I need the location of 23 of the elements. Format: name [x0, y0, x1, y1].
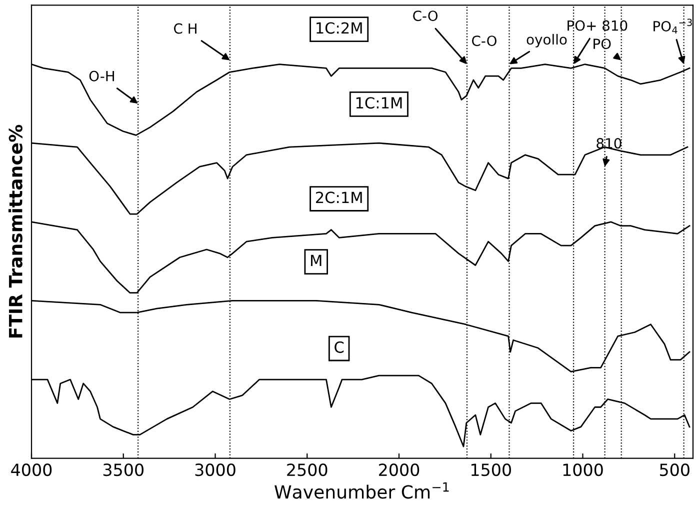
- annotation: PO+ 810: [568, 20, 628, 31]
- x-tick-label: 1000: [563, 464, 603, 476]
- annotation: C-O: [413, 10, 438, 22]
- annotation: PO: [594, 38, 611, 50]
- x-tick-label: 3500: [103, 464, 144, 476]
- x-tick-label: 3000: [195, 464, 236, 476]
- x-tick-label: 2000: [379, 464, 420, 476]
- text: 2C:1M: [316, 192, 362, 204]
- x-axis-title: Wavenumber Cm$^{−1}$: [274, 482, 449, 499]
- annotation: C H: [174, 23, 196, 34]
- annotation: C-O: [472, 36, 496, 46]
- y-axis-title: FTIR Transmittance%: [8, 124, 22, 338]
- annotation: oyollo: [526, 34, 567, 48]
- x-tick-label: 500: [660, 464, 690, 476]
- series-label: C: [334, 341, 344, 353]
- annotation: PO$_{4}$$^{−3}$: [654, 18, 692, 34]
- text: 1C:2M: [316, 22, 362, 34]
- x-tick-label: 4000: [11, 464, 52, 476]
- text: M: [311, 254, 322, 266]
- annotation: O-H: [89, 70, 114, 82]
- text: 1C:1M: [356, 97, 402, 109]
- x-tick-label: 2500: [287, 464, 328, 476]
- x-tick-label: 1500: [471, 464, 511, 476]
